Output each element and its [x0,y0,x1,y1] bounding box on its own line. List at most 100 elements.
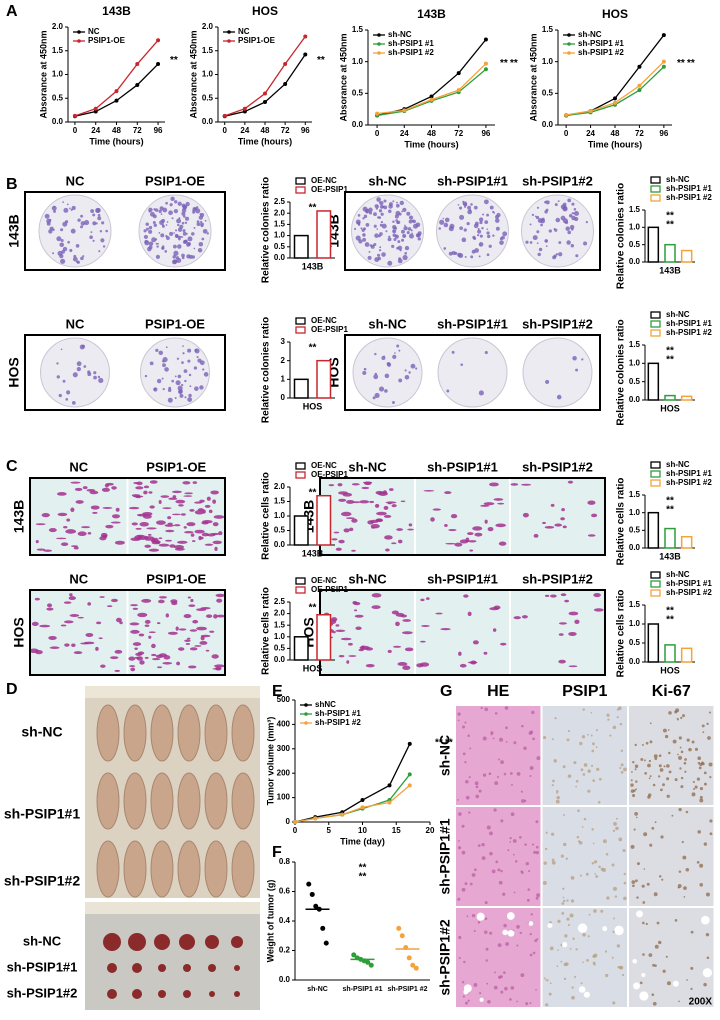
cell [150,538,156,543]
mouse [231,704,255,762]
speck [489,851,493,856]
speck [666,777,670,781]
speck [545,978,547,981]
cell [147,533,152,536]
y-tick-label: 0.5 [629,638,641,647]
colony [188,373,192,377]
point [429,94,434,99]
cell [208,509,213,514]
series-line [566,66,665,117]
colony [479,217,484,222]
speck [587,789,591,793]
speck [545,831,548,834]
x-tick-label: 24 [240,126,249,135]
colony-plate [140,337,210,408]
colony [52,252,55,255]
colony [172,255,177,259]
speck [562,765,566,769]
transwell-image [31,591,127,674]
colony [182,215,186,218]
cell [136,481,143,486]
speck [630,844,635,849]
colony [143,234,149,240]
colony [457,204,460,206]
point [613,100,617,105]
speck [633,828,636,831]
speck [706,722,709,726]
speck [660,788,663,792]
cell [135,495,141,499]
y-axis-label: Relative cells ratio [261,472,272,560]
speck [645,922,648,926]
speck [467,999,470,1002]
speck [536,756,541,761]
legend-label: OE-PSIP1 [311,585,348,594]
legend-marker [377,51,381,55]
cell [158,543,170,547]
speck [461,887,466,892]
speck [484,901,488,905]
colony [176,218,182,224]
colony [153,387,158,392]
speck [543,977,546,980]
cell [593,593,601,598]
colony [95,222,98,225]
cell [56,492,67,496]
speck [680,776,684,780]
x-axis-label: 143B [659,265,681,275]
y-axis-label: Relative colonies ratio [616,183,627,289]
speck [575,785,577,788]
colony-plate [436,194,509,268]
point [456,71,461,76]
point [387,783,392,788]
speck [680,716,683,720]
point [588,109,593,114]
colony [174,375,177,378]
mouse [96,840,120,898]
legend-label: OE-NC [311,316,337,325]
cell [520,483,532,486]
colony [402,207,407,213]
cell [348,655,357,657]
speck [587,935,590,938]
cell [346,660,350,664]
speck [682,714,686,718]
colony [393,226,397,230]
cell [36,548,46,551]
cell [151,643,156,649]
colony [544,239,549,243]
colony [182,352,185,355]
tumor [132,963,142,973]
speck [509,840,512,843]
point [72,113,77,118]
colony [552,255,557,260]
cell [404,647,414,652]
cell [560,517,565,521]
cell [448,528,457,532]
speck [642,901,646,904]
vacuole [583,991,590,998]
cell [183,614,192,619]
cell [385,548,390,552]
colony [156,378,162,384]
speck [551,858,555,862]
colony [101,221,105,225]
colony [152,214,157,219]
column-label: NC [66,316,85,331]
point [661,59,666,64]
colony [483,199,489,205]
colony [358,239,363,244]
speck [566,917,570,921]
speck [544,847,548,851]
speck [498,880,503,885]
bar [316,210,332,259]
speck [592,954,596,959]
cell [85,632,94,637]
legend-swatch [295,462,306,470]
colony [89,235,93,240]
colony [463,228,467,232]
colony [176,357,180,360]
speck [543,736,547,740]
vacuole [672,980,679,987]
colony [195,206,199,209]
